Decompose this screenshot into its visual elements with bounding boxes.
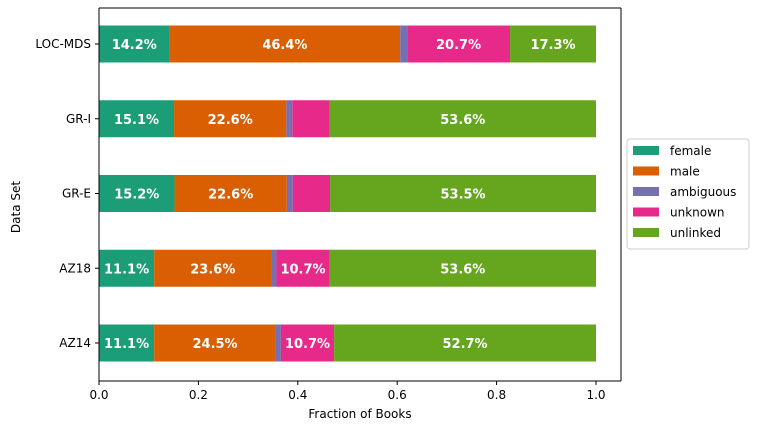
bar-segment-unlinked-LOC-MDS <box>510 25 596 63</box>
bars-group: 11.1% 24.5% 10.7% 52.7% 11.1% 23.6% 10.7% 53.6%… <box>99 25 596 362</box>
data-label-female-LOC-MDS: 14.2% <box>112 38 157 53</box>
legend-label-female: female <box>670 144 711 158</box>
legend-swatch-unknown <box>633 207 659 217</box>
bar-segment-male-AZ18 <box>154 249 272 287</box>
bar-segment-unknown-LOC-MDS <box>407 25 511 63</box>
bar-segment-unlinked-GR-E <box>330 175 596 212</box>
bar-segment-male-GR-I <box>174 100 287 138</box>
data-label-unlinked-GR-I: 53.6% <box>440 113 485 128</box>
data-label-male-GR-I: 22.6% <box>208 113 253 128</box>
bar-segment-unlinked-AZ14 <box>334 324 596 362</box>
data-label-male-LOC-MDS: 46.4% <box>262 38 307 53</box>
bar-segment-unknown-GR-E <box>292 175 331 212</box>
bar-segment-ambiguous-GR-I <box>286 100 293 138</box>
data-label-unlinked-AZ14: 52.7% <box>442 337 487 352</box>
bar-segment-male-AZ14 <box>154 324 276 362</box>
legend-label-unknown: unknown <box>670 206 725 220</box>
data-label-unlinked-GR-E: 53.5% <box>440 188 485 203</box>
x-tick-label: 0.6 <box>388 388 407 402</box>
data-label-unlinked-AZ18: 53.6% <box>440 262 485 277</box>
bar-segment-unknown-AZ14 <box>280 324 335 362</box>
bar-segment-unknown-AZ18 <box>276 249 330 287</box>
x-tick-label: 0.8 <box>487 388 506 402</box>
y-tick-label: AZ14 <box>59 336 91 350</box>
bar-segment-ambiguous-LOC-MDS <box>400 25 408 63</box>
data-label-female-GR-E: 15.2% <box>114 188 159 203</box>
legend-swatch-female <box>633 146 659 155</box>
data-label-female-AZ18: 11.1% <box>104 262 149 277</box>
bar-segment-ambiguous-GR-E <box>286 175 293 212</box>
data-label-female-GR-I: 15.1% <box>114 113 159 128</box>
bar-segment-female-GR-E <box>99 175 175 212</box>
bar-segment-unlinked-AZ18 <box>329 249 596 287</box>
legend-label-male: male <box>670 165 700 179</box>
bar-segment-ambiguous-AZ18 <box>271 249 277 287</box>
data-label-male-AZ18: 23.6% <box>190 262 235 277</box>
data-label-male-GR-E: 22.6% <box>208 188 253 203</box>
data-label-female-AZ14: 11.1% <box>104 337 149 352</box>
data-label-unknown-AZ18: 10.7% <box>280 262 325 277</box>
bar-segment-female-GR-I <box>99 100 175 138</box>
x-axis-label: Fraction of Books <box>308 407 411 421</box>
y-tick-label: AZ18 <box>59 261 91 275</box>
bar-segment-male-GR-E <box>174 175 287 212</box>
x-tick-label: 0.4 <box>288 388 307 402</box>
bar-segment-ambiguous-AZ14 <box>275 324 281 362</box>
x-tick-label: 0.2 <box>189 388 208 402</box>
x-tick-label: 1.0 <box>586 388 605 402</box>
bar-segment-unlinked-GR-I <box>329 100 596 138</box>
y-tick-label: LOC-MDS <box>35 37 91 51</box>
legend-label-unlinked: unlinked <box>670 226 721 240</box>
legend-label-ambiguous: ambiguous <box>670 185 736 199</box>
legend: female male ambiguous unknown unlinked <box>626 138 750 250</box>
legend-swatch-male <box>633 166 659 176</box>
y-axis-label: Data Set <box>9 181 23 233</box>
y-tick-label: GR-E <box>62 187 91 201</box>
bar-segment-female-AZ18 <box>99 249 155 287</box>
axes-group: 0.0 0.2 0.4 0.6 0.8 1.0 AZ14 AZ18 GR-E GR-I LOC-MD… <box>35 7 622 402</box>
data-label-unknown-LOC-MDS: 20.7% <box>436 38 481 53</box>
bar-segment-male-LOC-MDS <box>169 25 401 63</box>
bar-segment-female-LOC-MDS <box>99 25 170 63</box>
data-label-unknown-AZ14: 10.7% <box>285 337 330 352</box>
x-tick-label: 0.0 <box>89 388 108 402</box>
legend-swatch-unlinked <box>633 228 659 237</box>
y-tick-label: GR-I <box>66 112 91 126</box>
legend-swatch-ambiguous <box>633 187 659 196</box>
data-label-male-AZ14: 24.5% <box>192 337 237 352</box>
bar-segment-female-AZ14 <box>99 324 155 362</box>
bar-segment-unknown-GR-I <box>292 100 330 138</box>
data-label-unlinked-LOC-MDS: 17.3% <box>530 38 575 53</box>
